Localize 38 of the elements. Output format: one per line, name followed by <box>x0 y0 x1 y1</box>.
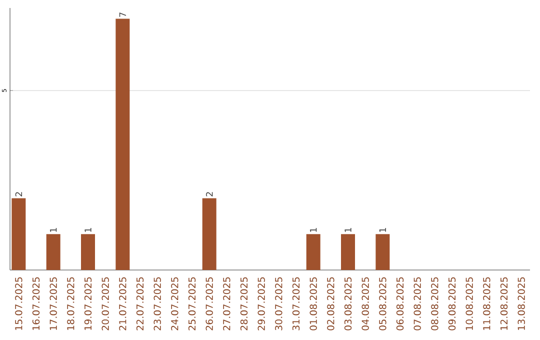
x-tick-label: 13.08.2025 <box>518 277 525 330</box>
x-tick-label: 26.07.2025 <box>206 277 213 330</box>
x-tick-label: 27.07.2025 <box>223 277 230 330</box>
x-tick-label: 25.07.2025 <box>188 277 196 330</box>
data-label: 1 <box>84 228 92 232</box>
x-tick-label: 28.07.2025 <box>240 277 248 330</box>
data-label: 1 <box>344 228 352 232</box>
x-tick-label: 01.08.2025 <box>310 277 317 330</box>
x-tick-label: 03.08.2025 <box>344 277 352 330</box>
x-tick-label: 08.08.2025 <box>431 277 438 330</box>
x-tick-label: 02.08.2025 <box>327 277 334 330</box>
x-tick-label: 09.08.2025 <box>448 277 456 330</box>
x-tick-label: 06.08.2025 <box>396 277 404 330</box>
x-tick-label: 31.07.2025 <box>292 277 300 330</box>
x-tick-label: 15.07.2025 <box>15 277 22 330</box>
x-tick-label: 18.07.2025 <box>67 277 74 330</box>
data-label: 7 <box>119 12 126 17</box>
x-tick-label: 30.07.2025 <box>275 277 282 330</box>
x-tick-label: 05.08.2025 <box>379 277 386 330</box>
x-tick-label: 16.07.2025 <box>32 277 40 330</box>
data-label: 2 <box>206 192 213 196</box>
x-tick-label: 23.07.2025 <box>154 277 161 330</box>
x-tick-label: 07.08.2025 <box>414 277 421 330</box>
x-tick-label: 10.08.2025 <box>466 277 473 330</box>
x-tick-label: 11.08.2025 <box>483 277 490 330</box>
x-tick-label: 29.07.2025 <box>258 277 265 330</box>
data-label: 2 <box>15 192 22 196</box>
x-tick-label: 17.07.2025 <box>50 277 57 330</box>
x-tick-label: 20.07.2025 <box>102 277 109 330</box>
x-tick-label: 24.07.2025 <box>171 277 178 330</box>
x-tick-label: 04.08.2025 <box>362 277 369 330</box>
x-tick-label: 12.08.2025 <box>500 277 508 330</box>
x-tick-label: 22.07.2025 <box>136 277 144 330</box>
data-label: 1 <box>379 228 386 232</box>
x-tick-label: 21.07.2025 <box>119 277 126 330</box>
data-label: 1 <box>50 228 57 232</box>
x-tick-label: 19.07.2025 <box>84 277 92 330</box>
data-label: 1 <box>310 228 317 232</box>
